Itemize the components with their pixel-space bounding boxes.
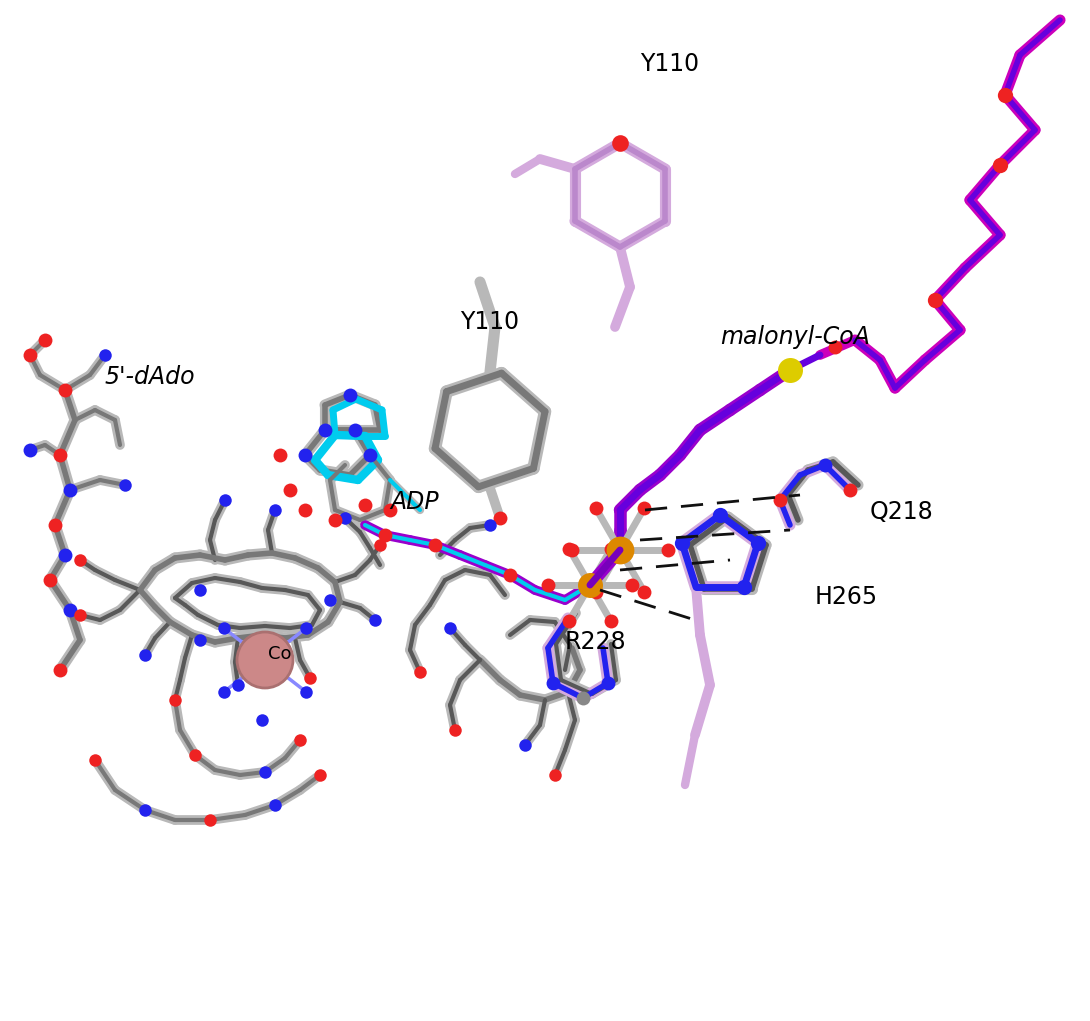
- Text: Y110: Y110: [640, 52, 699, 76]
- Text: 5'-dAdo: 5'-dAdo: [105, 364, 195, 389]
- Text: Y110: Y110: [460, 310, 519, 334]
- Text: ADP: ADP: [390, 490, 438, 514]
- Text: Q218: Q218: [870, 500, 934, 524]
- Text: H265: H265: [815, 585, 879, 609]
- Text: Co: Co: [268, 645, 291, 663]
- Circle shape: [237, 632, 293, 688]
- Text: malonyl-CoA: malonyl-CoA: [720, 325, 870, 349]
- Text: R228: R228: [565, 630, 627, 654]
